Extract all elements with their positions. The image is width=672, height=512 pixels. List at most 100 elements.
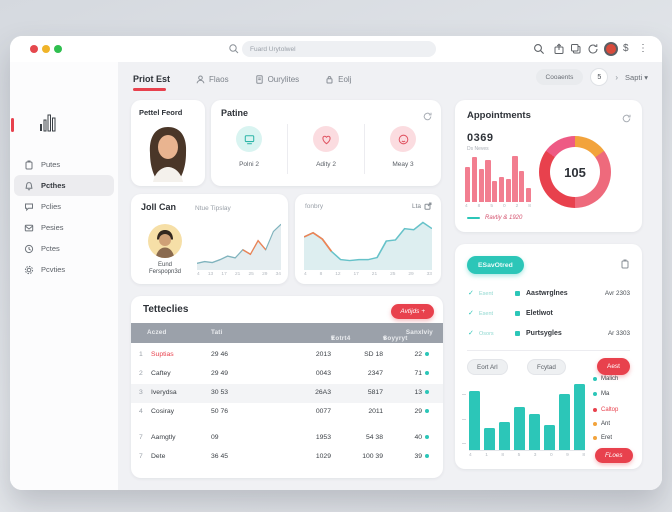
- table-row[interactable]: 7 Dete 36 45 1029 100 39 39: [131, 448, 443, 467]
- sidebar-item-active[interactable]: Pcthes: [14, 175, 114, 196]
- legend-item[interactable]: Ant: [593, 421, 610, 427]
- kebab-menu-icon[interactable]: ⋮: [638, 43, 648, 54]
- checklist-row[interactable]: ✓ Esent Aastwrglnes Avr 2303: [468, 290, 630, 297]
- share-link[interactable]: Lta: [412, 202, 432, 210]
- checklist-row[interactable]: ✓ Esent Eletlwot: [468, 310, 553, 317]
- minimize-traffic-light[interactable]: [42, 45, 50, 53]
- sidebar-item[interactable]: Pcvties: [14, 259, 114, 280]
- table-row[interactable]: 2 Caftey 29 49 0043 2347 71: [131, 365, 443, 384]
- table-action-button[interactable]: Avtijds +: [391, 304, 434, 319]
- search-icon: [228, 43, 240, 55]
- sidebar-item-label: Pesies: [41, 223, 64, 232]
- avatar[interactable]: [604, 42, 618, 56]
- appointments-subtext: Ds Neves: [467, 146, 489, 152]
- stat-label: Meay 3: [392, 161, 414, 168]
- table-row[interactable]: 3 Iverydsa 30 53 26A3 5817 13: [131, 384, 443, 403]
- tab-2[interactable]: Flaos: [196, 75, 229, 84]
- check-icon: ✓: [468, 290, 474, 297]
- filter-pill[interactable]: Fcytad: [527, 359, 566, 375]
- stat-label: Polni 2: [239, 161, 259, 168]
- legend-dot: [593, 408, 597, 412]
- history-icon[interactable]: [587, 43, 599, 55]
- sidebar-item-label: Pcvties: [41, 265, 66, 274]
- stat-item[interactable]: Adity 2: [288, 126, 364, 168]
- legend-item[interactable]: Ma: [593, 391, 609, 397]
- legend-item[interactable]: Malich: [593, 376, 618, 382]
- card-title: Joll Can: [141, 202, 177, 212]
- appointments-count: 0369: [467, 132, 494, 144]
- close-traffic-light[interactable]: [30, 45, 38, 53]
- zoom-traffic-light[interactable]: [54, 45, 62, 53]
- profile-avatar[interactable]: [148, 224, 182, 258]
- sidebar-item-label: Pcthes: [41, 181, 66, 190]
- table-header: Aczed Tati Eotrt4 ▾ Soyyryt ▾ Sanxlviy: [131, 323, 443, 343]
- sidebar-item[interactable]: Putes: [14, 154, 114, 175]
- sidebar-item-label: Pclies: [41, 202, 62, 211]
- status-dot: [425, 409, 429, 413]
- bottom-action-button[interactable]: FLoes: [595, 448, 633, 463]
- profile-name: Eund Ferspopn3d: [148, 262, 182, 275]
- chevron-right-icon[interactable]: ›: [615, 72, 619, 82]
- tasks-bar-chart: [469, 384, 585, 451]
- stat-label: Adity 2: [316, 161, 336, 168]
- divider: [467, 350, 630, 351]
- face-icon: [390, 126, 416, 152]
- bullet-icon: [515, 311, 520, 316]
- chart-x-ticks: 4 8 12 17 21 25 29 33: [304, 272, 432, 277]
- tasks-card: ESavOtred ✓ Esent Aastwrglnes Avr 2303 ✓…: [455, 244, 642, 469]
- clipboard-icon: [25, 160, 33, 169]
- sidebar-item[interactable]: Pesies: [14, 217, 114, 238]
- sort-arrow-icon: ▾: [383, 335, 387, 342]
- table-row[interactable]: 7 Aamgtly 09 1953 54 38 40: [131, 429, 443, 448]
- legend-item[interactable]: Eret: [593, 435, 612, 441]
- refresh-icon[interactable]: [423, 108, 432, 121]
- filter-pill[interactable]: Eort Arl: [467, 359, 508, 375]
- table-row[interactable]: 1 Suptias 29 46 2013 SD 18 22: [131, 346, 443, 365]
- stat-item[interactable]: Polni 2: [211, 126, 287, 168]
- comments-pill-button[interactable]: Cooaents: [535, 69, 584, 85]
- check-icon: ✓: [468, 310, 474, 317]
- status-dot: [425, 454, 429, 458]
- legend-item[interactable]: Caltop: [593, 407, 618, 413]
- search-icon[interactable]: [533, 43, 545, 55]
- stat-item[interactable]: Meay 3: [365, 126, 441, 168]
- small-action-button[interactable]: Aest: [596, 358, 630, 375]
- sidebar-item[interactable]: Pctes: [14, 238, 114, 259]
- active-indicator: [11, 118, 14, 132]
- tab-active[interactable]: Priot Est: [133, 74, 171, 84]
- legend-dot: [593, 422, 597, 426]
- card-label: fonbry: [305, 203, 324, 210]
- activity-trend-chart: [303, 216, 433, 270]
- refresh-icon[interactable]: [622, 110, 631, 123]
- legend-label: Ravtiy & 1920: [485, 215, 523, 221]
- tab-4[interactable]: Eolj: [325, 75, 351, 84]
- legend-dash: [467, 217, 480, 219]
- divider: [364, 124, 365, 174]
- chart-y-ticks: [462, 394, 466, 444]
- bullet-icon: [515, 331, 520, 336]
- stats-card: Patine Polni 2 Adity 2 Meay 3: [211, 100, 441, 186]
- next-dropdown[interactable]: Sapti ▾: [625, 72, 648, 82]
- tasks-primary-button[interactable]: ESavOtred: [467, 256, 524, 274]
- table-row[interactable]: 4 Cosiray 50 76 0077 2011 29: [131, 403, 443, 422]
- activity-trend-card: fonbry Lta 4 8 12 17 21 25 29 33: [295, 194, 441, 284]
- sidebar-item[interactable]: Pclies: [14, 196, 114, 217]
- logo-barchart-icon[interactable]: [40, 112, 57, 137]
- copy-icon[interactable]: [570, 43, 582, 55]
- legend-dot: [593, 436, 597, 440]
- clipboard-icon[interactable]: [620, 256, 630, 269]
- share-icon[interactable]: [553, 43, 565, 55]
- checklist-row[interactable]: ✓ Osors Purtsygles Ar 3303: [468, 330, 630, 337]
- tab-3[interactable]: Ourylites: [255, 75, 299, 84]
- page-number-badge[interactable]: 5: [590, 68, 609, 86]
- heart-icon: [313, 126, 339, 152]
- tab-bar: Priot Est Flaos Ourylites Eolj: [133, 70, 351, 88]
- status-dot: [425, 435, 429, 439]
- search-input[interactable]: [242, 41, 436, 57]
- lock-icon: [326, 75, 333, 83]
- monitor-icon: [236, 126, 262, 152]
- external-link-icon: [424, 202, 432, 210]
- currency-icon[interactable]: $: [623, 43, 629, 54]
- bullet-icon: [515, 291, 520, 296]
